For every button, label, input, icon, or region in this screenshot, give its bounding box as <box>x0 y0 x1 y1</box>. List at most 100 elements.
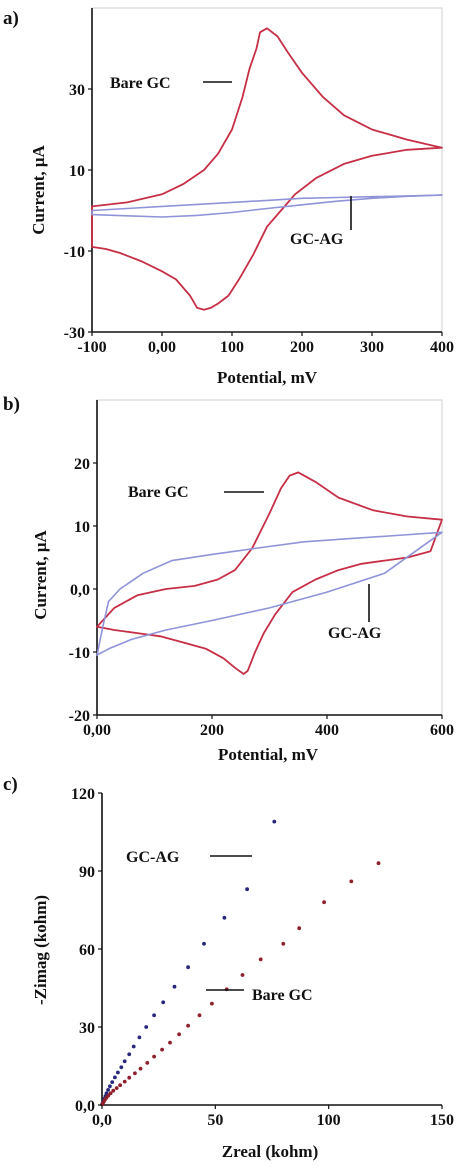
panel-a-x-tick-label: 300 <box>360 339 384 356</box>
panel-c-bare-gc-point <box>197 1013 202 1018</box>
panel-a-x-tick-label: 400 <box>430 339 454 356</box>
panel-b-bare-gc-curve <box>96 471 443 675</box>
panel-c-gc-ag-point <box>106 1088 110 1092</box>
panel-c-bare-gc-point <box>322 900 326 905</box>
panel-c-gc-ag-point <box>245 887 250 892</box>
panel-c-gc-ag-point <box>152 1013 157 1018</box>
panel-c-bare-gc-point <box>108 1091 113 1096</box>
panel-b-x-tick-label: 400 <box>315 722 339 739</box>
panel-c-bare-gc-point <box>240 973 245 977</box>
panel-a-y-tick-label: -30 <box>64 325 85 342</box>
panel-c-gc-ag-annotation: GC-AG <box>126 849 180 866</box>
panel-b-plot-frame <box>96 399 443 716</box>
panel-a-plot-frame <box>91 7 443 333</box>
panel-c-y-tick-label: 30 <box>79 1020 95 1037</box>
panel-b-x-tick-label: 600 <box>430 722 454 739</box>
panel-c-bare-gc-annotation: Bare GC <box>252 987 313 1004</box>
panel-b-label: b) <box>3 394 20 415</box>
panel-b-y-tick-label: -20 <box>69 708 90 725</box>
panel-a-x-tick-label: -100 <box>77 339 106 356</box>
panel-c-gc-ag-point <box>127 1052 132 1057</box>
panel-c-bare-gc-point <box>349 879 354 884</box>
panel-a-tick-labels: -100 0,00 100 200 300 400 30 10 -10 -30 <box>64 82 454 356</box>
panel-a-gc-ag-annotation: GC-AG <box>290 231 344 248</box>
panel-b-curves <box>96 471 443 675</box>
panel-c-bare-gc-point <box>186 1023 191 1028</box>
panel-c-gc-ag-point <box>119 1065 124 1070</box>
panel-c-x-axis-title: Zreal (kohm) <box>222 1142 319 1161</box>
panel-a-y-tick-label: 10 <box>69 163 85 180</box>
panel-c-x-tick-label: 50 <box>207 1112 223 1129</box>
panel-a-bare-gc-annotation: Bare GC <box>110 75 171 92</box>
panel-b-x-axis-title: Potential, mV <box>218 745 319 764</box>
panel-a-curves <box>91 27 443 311</box>
panel-c-bare-gc-point <box>210 1001 214 1006</box>
panel-c-x-tick-label: 150 <box>430 1112 454 1129</box>
panel-c-x-tick-label: 0,0 <box>92 1112 112 1129</box>
panel-b-y-tick-label: -10 <box>69 645 90 662</box>
panel-a-x-axis-title: Potential, mV <box>217 368 318 387</box>
panel-c-label: c) <box>3 774 18 795</box>
panel-c-gc-ag-point <box>113 1075 117 1080</box>
panel-a-y-tick-label: 30 <box>69 82 85 99</box>
panel-c-tick-labels: 0,0 50 100 150 120 90 60 30 0,0 <box>71 786 454 1129</box>
panel-c-bare-gc-point <box>160 1047 165 1052</box>
panel-b-tick-labels: 0,00 200 400 600 20 10 0,0 -10 -20 <box>69 456 454 739</box>
panel-b-bare-gc-annotation: Bare GC <box>128 484 189 501</box>
panel-c-bare-gc-point <box>133 1071 137 1076</box>
panel-a-x-tick-label: 100 <box>220 339 244 356</box>
panel-a-bare-gc-curve <box>91 27 443 311</box>
panel-c-y-tick-label: 60 <box>79 942 95 959</box>
panel-c-y-tick-label: 120 <box>71 786 95 803</box>
panel-c-gc-ag-point <box>202 941 206 946</box>
panel-a-x-tick-label: 0,00 <box>148 339 176 356</box>
panel-b-y-tick-label: 10 <box>74 519 90 536</box>
panel-b-y-tick-label: 20 <box>74 456 90 473</box>
panel-c-bare-gc-point <box>118 1083 122 1088</box>
panel-a-label: a) <box>3 8 19 29</box>
panel-b-x-tick-label: 200 <box>200 722 224 739</box>
panel-c-y-axis-title: -Zimag (kohm) <box>31 895 50 1005</box>
panel-c-gc-ag-point <box>222 915 227 920</box>
panel-c-bare-gc-point <box>145 1061 150 1065</box>
panel-c-gc-ag-point <box>161 1000 166 1005</box>
panel-a-y-axis-title: Current, μA <box>29 144 48 234</box>
panel-a-gc-ag-curve <box>91 194 443 218</box>
panel-c-gc-ag-point <box>116 1070 120 1075</box>
panel-c-bare-gc-point <box>168 1040 172 1045</box>
panel-c-bare-gc-point <box>297 926 302 931</box>
panel-c-gc-ag-point <box>122 1059 127 1064</box>
panel-c-x-tick-label: 100 <box>317 1112 341 1129</box>
panel-c-points <box>100 819 381 1107</box>
panel-c-gc-ag-point <box>110 1080 115 1084</box>
panel-b-x-tick-label: 0,00 <box>83 722 111 739</box>
panel-c-bare-gc-point <box>111 1088 116 1093</box>
panel-c-bare-gc-point <box>177 1032 182 1037</box>
panel-c-bare-gc-point <box>281 941 286 946</box>
panel-a-y-tick-label: -10 <box>64 244 85 261</box>
panel-b-y-tick-label: 0,0 <box>70 582 90 599</box>
panel-b-gc-ag-annotation: GC-AG <box>328 625 382 642</box>
panel-b-y-axis-title: Current, μA <box>31 529 50 619</box>
panel-c-bare-gc-point <box>114 1086 119 1090</box>
panel-c-gc-ag-point <box>272 819 277 824</box>
panel-c-bare-gc-point <box>258 957 263 962</box>
panel-c-bare-gc-point <box>127 1075 132 1080</box>
panel-b-gc-ag-curve <box>96 531 443 656</box>
panel-a: a) -100 0,00 100 200 300 400 30 10 -10 -30 Potent… <box>3 7 454 387</box>
panel-c-gc-ag-point <box>186 965 191 970</box>
panel-c-gc-ag-point <box>172 984 177 989</box>
panel-c-y-tick-label: 90 <box>79 864 95 881</box>
panel-c-gc-ag-point <box>137 1035 142 1040</box>
panel-c-bare-gc-point <box>138 1066 143 1071</box>
panel-c-gc-ag-point <box>108 1084 112 1089</box>
panel-c-gc-ag-point <box>131 1044 136 1049</box>
panel-c-bare-gc-point <box>106 1093 111 1098</box>
panel-c-gc-ag-point <box>144 1025 149 1029</box>
panel-c-y-tick-label: 0,0 <box>75 1098 95 1115</box>
panel-c-bare-gc-point <box>376 861 381 866</box>
panel-a-x-tick-label: 200 <box>290 339 314 356</box>
panel-c-bare-gc-point <box>122 1079 127 1084</box>
